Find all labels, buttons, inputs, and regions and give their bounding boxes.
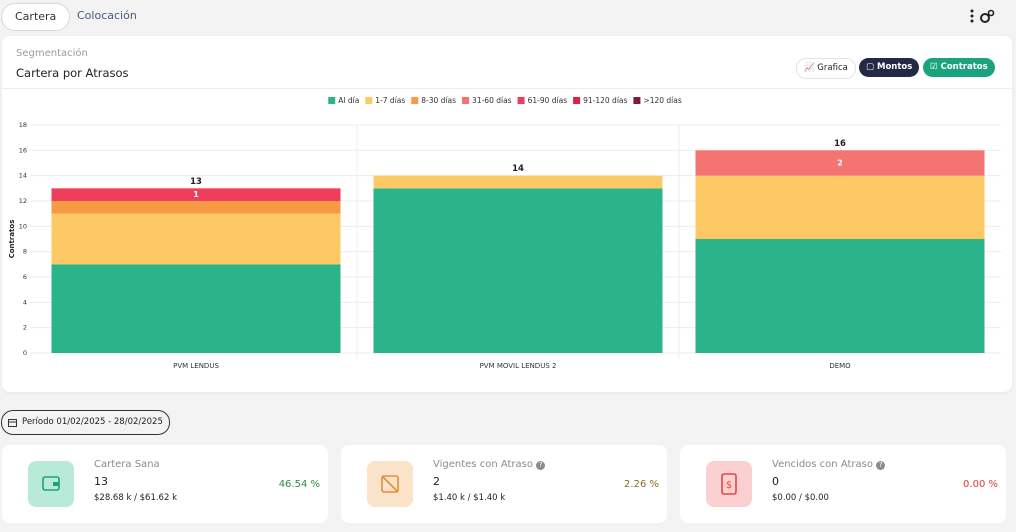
card-percent: 46.54 % [278,479,320,490]
button[interactable]: ☑ Contratos [923,58,995,77]
bar-segment [695,150,985,176]
segment-label: 1 [193,190,199,199]
y-tick-label: 18 [19,121,27,129]
button[interactable]: ▢ Montos [859,58,920,77]
card-title: Vencidos con Atraso ? [772,459,886,470]
card-percent: 0.00 % [963,479,998,490]
bar-segment [373,175,663,189]
total-label: 16 [834,139,846,149]
card-value: 13 [94,475,108,488]
button[interactable]: 📈 Grafica [796,58,856,79]
y-tick-label: 4 [23,298,27,306]
card-icon: $ [706,461,752,507]
period-selector[interactable]: Período 01/02/2025 - 28/02/2025 [1,410,170,435]
card-amounts: $1.40 k / $1.40 k [433,493,506,503]
y-tick-label: 2 [23,324,27,332]
y-tick-label: 0 [23,349,27,357]
y-tick-label: 16 [19,146,27,154]
calendar-icon [8,419,17,427]
card-icon [367,461,413,507]
card-value: 0 [772,475,779,488]
legend-swatch [462,97,470,104]
bar-segment [695,175,985,239]
card-percent: 2.26 % [624,479,659,490]
y-tick-label: 8 [23,248,27,256]
bar-segment [51,213,341,265]
divider [2,88,1012,89]
x-tick-label: PVM LENDUS [173,362,219,370]
menu-icons[interactable] [966,8,996,24]
card-title-text: Vencidos con Atraso [772,459,873,470]
legend-label: 61-90 días [528,96,568,105]
y-tick-label: 12 [19,197,27,205]
x-tick-label: PVM MOVIL LENDUS 2 [480,362,557,370]
legend-label: >120 días [643,96,681,105]
y-tick-label: 6 [23,273,27,281]
summary-card: Cartera Sana 13 $28.68 k / $61.62 k 46.5… [2,445,328,523]
card-title: Cartera Sana [94,459,160,470]
card-title-text: Vigentes con Atraso [433,459,533,470]
legend-label: 31-60 días [472,96,512,105]
bar-segment [51,188,341,201]
legend-swatch [411,97,419,104]
summary-card: Vigentes con Atraso ? 2 $1.40 k / $1.40 … [341,445,667,523]
segment-label: 2 [837,159,843,168]
panel-subtitle: Segmentación [16,48,88,59]
legend-label: 1-7 días [375,96,405,105]
svg-text:$: $ [726,480,732,491]
legend-swatch [573,97,581,104]
panel-title: Cartera por Atrasos [16,66,129,80]
legend-swatch [328,97,336,104]
legend-swatch [517,97,525,104]
bar-segment [51,264,341,353]
tab[interactable]: Cartera [1,3,71,31]
bar-segment [695,239,985,353]
total-label: 13 [190,177,202,187]
y-tick-label: 14 [19,172,27,180]
period-label: Período [22,417,54,427]
tab[interactable]: Colocación [77,9,137,22]
legend-label: 91-120 días [583,96,627,105]
button-label: Montos [877,62,913,72]
x-tick-label: DEMO [829,362,851,370]
card-value: 2 [433,475,440,488]
button-label: Contratos [940,62,988,72]
card-amounts: $28.68 k / $61.62 k [94,493,177,503]
y-tick-label: 10 [19,222,27,230]
legend-swatch [365,97,373,104]
legend-swatch [633,97,641,104]
y-axis-label: Contratos [8,220,16,259]
card-title: Vigentes con Atraso ? [433,459,546,470]
total-label: 14 [512,164,524,174]
button-label: Grafica [817,63,848,73]
bar-segment [51,201,341,214]
summary-card: $ Vencidos con Atraso ? 0 $0.00 / $0.00 … [680,445,1006,523]
bar-segment [373,188,663,353]
legend-label: Al día [338,96,359,105]
period-range: 01/02/2025 - 28/02/2025 [56,417,163,427]
legend-label: 8-30 días [421,96,456,105]
card-amounts: $0.00 / $0.00 [772,493,829,503]
card-icon [28,461,74,507]
